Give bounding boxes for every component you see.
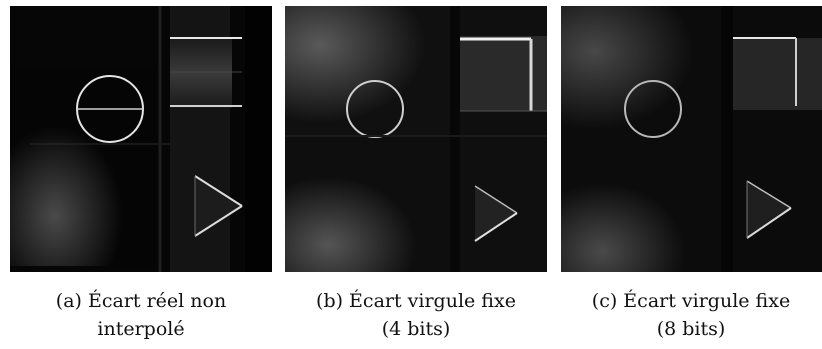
caption-a-line1: (a) Écart réel non xyxy=(55,290,227,312)
error-map-c xyxy=(561,6,822,272)
caption-b-line2: (4 bits) xyxy=(381,318,451,340)
caption-b-line1: (b) Écart virgule fixe xyxy=(316,290,516,312)
error-image-c xyxy=(561,6,822,272)
caption-c: (c) Écart virgule fixe (8 bits) xyxy=(556,287,822,343)
caption-c-line1: (c) Écart virgule fixe xyxy=(591,290,791,312)
error-image-a xyxy=(10,6,272,272)
error-image-b xyxy=(285,6,547,272)
caption-c-line2: (8 bits) xyxy=(656,318,726,340)
caption-b: (b) Écart virgule fixe (4 bits) xyxy=(281,287,551,343)
caption-a-line2: interpolé xyxy=(97,318,185,340)
error-map-b xyxy=(285,6,547,272)
caption-a: (a) Écart réel non interpolé xyxy=(6,287,276,343)
error-map-a xyxy=(10,6,272,272)
